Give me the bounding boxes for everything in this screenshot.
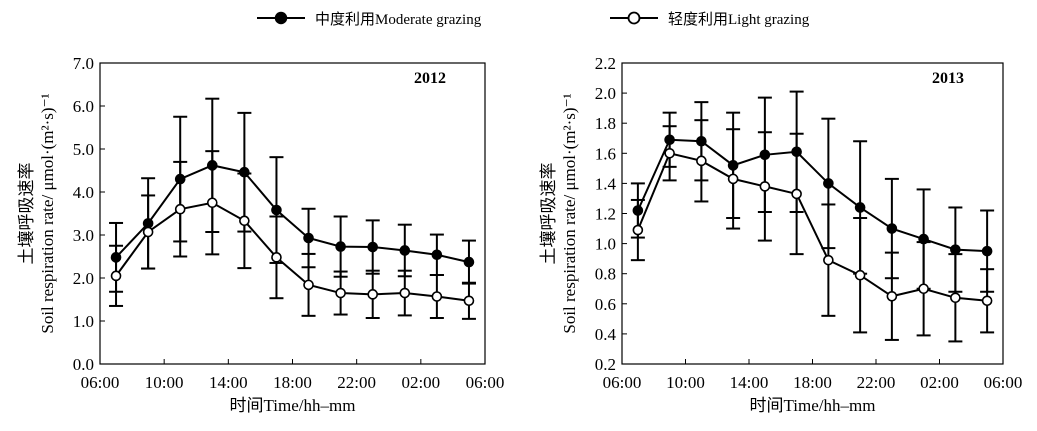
y-tick-label: 1.0 xyxy=(73,312,94,331)
y-tick-label: 0.0 xyxy=(73,355,94,374)
data-point xyxy=(950,292,961,304)
series-line xyxy=(636,138,988,253)
x-axis-label: 时间Time/hh–mm xyxy=(230,396,356,415)
x-tick-label: 06:00 xyxy=(984,373,1023,392)
y-tick-label: 1.4 xyxy=(595,174,617,193)
data-point xyxy=(759,181,771,192)
x-tick-label: 14:00 xyxy=(209,373,248,392)
y-tick-label: 0.6 xyxy=(595,295,616,314)
data-point xyxy=(431,249,443,261)
x-tick-label: 02:00 xyxy=(401,373,440,392)
data-point xyxy=(463,256,475,268)
y-tick-label: 0.4 xyxy=(595,325,617,344)
data-point xyxy=(303,232,314,244)
series-line xyxy=(115,164,470,264)
y-tick-label: 1.2 xyxy=(595,205,616,224)
legend: 中度利用Moderate grazing 轻度利用Light grazing xyxy=(0,0,1037,40)
data-point xyxy=(239,215,250,227)
y-axis-label-en: Soil respiration rate/ μmol·(m²·s)⁻¹ xyxy=(38,93,57,333)
series-light xyxy=(630,119,995,343)
y-tick-label: 0.8 xyxy=(595,265,616,284)
series-light xyxy=(109,150,476,320)
data-point xyxy=(271,252,282,263)
legend-item-moderate: 中度利用Moderate grazing xyxy=(255,6,481,30)
y-tick-label: 2.0 xyxy=(73,269,94,288)
y-tick-label: 3.0 xyxy=(73,226,94,245)
y-axis-label-zh: 土壤呼吸速率 xyxy=(538,163,558,265)
y-tick-label: 4.0 xyxy=(73,183,94,202)
data-point xyxy=(886,290,898,302)
x-tick-label: 22:00 xyxy=(337,373,376,392)
data-point xyxy=(696,155,707,167)
data-point xyxy=(823,178,834,189)
data-point xyxy=(271,204,282,216)
series-moderate xyxy=(109,97,476,293)
x-tick-label: 10:00 xyxy=(145,373,184,392)
data-point xyxy=(142,226,154,238)
x-tick-label: 06:00 xyxy=(603,373,642,392)
data-point xyxy=(399,245,411,256)
data-point xyxy=(918,283,929,295)
y-axis-label: 土壤呼吸速率 Soil respiration rate/ μmol·(m²·s)… xyxy=(538,93,579,333)
data-point xyxy=(981,245,993,257)
x-tick-label: 14:00 xyxy=(730,373,769,392)
x-axis-label: 时间Time/hh–mm xyxy=(750,396,876,415)
chart-2013: 0.2 0.4 0.6 0.8 1.0 1.2 1.4 1.6 1.8 2.0 2.2 06:00 10… xyxy=(538,54,1022,415)
x-tick-label: 18:00 xyxy=(273,373,312,392)
data-point xyxy=(463,295,475,307)
y-axis-label-zh: 土壤呼吸速率 xyxy=(16,163,36,265)
data-point xyxy=(854,202,866,213)
data-point xyxy=(206,197,218,209)
x-tick-label: 18:00 xyxy=(793,373,832,392)
y-tick-label: 1.0 xyxy=(595,235,616,254)
chart-title: 2012 xyxy=(414,70,446,87)
data-point xyxy=(950,244,961,255)
x-tick-label: 06:00 xyxy=(466,373,505,392)
data-point xyxy=(367,289,379,300)
data-point xyxy=(367,241,379,253)
x-tick-label: 10:00 xyxy=(666,373,705,392)
data-point xyxy=(335,241,346,252)
data-point xyxy=(632,224,644,236)
legend-label-moderate: 中度利用Moderate grazing xyxy=(315,11,482,28)
y-tick-label: 1.8 xyxy=(595,114,616,133)
plot-frame xyxy=(99,62,486,365)
legend-item-light: 轻度利用Light grazing xyxy=(608,6,809,30)
y-axis-label-en: Soil respiration rate/ μmol·(m²·s)⁻¹ xyxy=(560,93,579,333)
y-axis-label: 土壤呼吸速率 Soil respiration rate/ μmol·(m²·s)… xyxy=(16,93,57,333)
data-point xyxy=(664,148,675,159)
data-point xyxy=(110,270,122,282)
data-point xyxy=(823,254,834,266)
series-line xyxy=(115,201,470,302)
y-tick-label: 0.2 xyxy=(595,355,616,374)
series-line xyxy=(636,152,988,302)
data-point xyxy=(791,188,802,200)
x-tick-label: 22:00 xyxy=(857,373,896,392)
data-point xyxy=(174,203,186,215)
y-tick-label: 2.2 xyxy=(595,54,616,73)
chart-title: 2013 xyxy=(932,70,964,87)
x-tick-label: 06:00 xyxy=(81,373,120,392)
data-point xyxy=(431,291,443,302)
data-point xyxy=(399,287,411,299)
y-tick-label: 6.0 xyxy=(73,97,94,116)
data-point xyxy=(981,295,993,307)
legend-label-light: 轻度利用Light grazing xyxy=(668,11,810,28)
chart-2012: 0.0 1.0 2.0 3.0 4.0 5.0 6.0 7.0 06:00 10:00 14:00 1… xyxy=(16,54,504,415)
plot-frame xyxy=(621,62,1004,365)
data-point xyxy=(727,173,739,185)
data-point xyxy=(886,223,898,234)
open-circle-marker-icon xyxy=(610,11,658,25)
data-point xyxy=(854,269,866,281)
y-tick-label: 1.6 xyxy=(595,144,616,163)
data-point xyxy=(303,279,314,291)
filled-circle-marker-icon xyxy=(257,11,305,25)
data-point xyxy=(335,287,346,299)
y-tick-label: 5.0 xyxy=(73,140,94,159)
y-tick-label: 2.0 xyxy=(595,84,616,103)
series-moderate xyxy=(630,90,995,293)
x-tick-label: 02:00 xyxy=(920,373,959,392)
y-tick-label: 7.0 xyxy=(73,54,94,73)
